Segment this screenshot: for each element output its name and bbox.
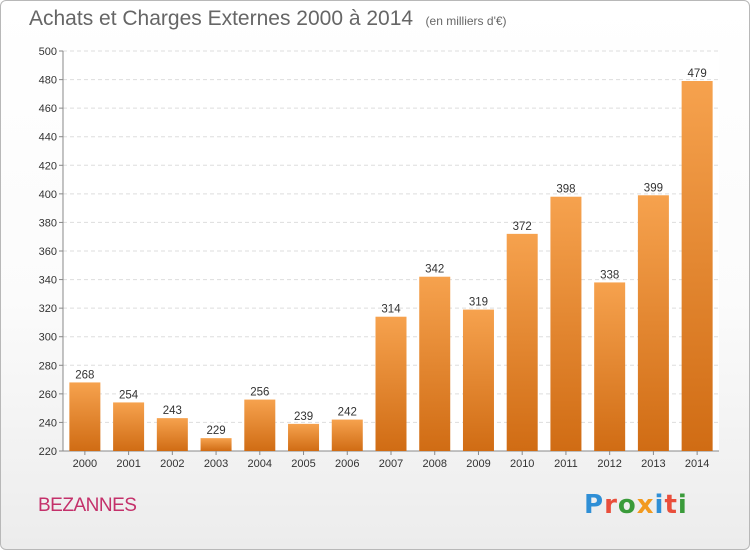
- bar: [331, 419, 363, 451]
- x-tick-label: 2005: [291, 458, 315, 470]
- y-tick-label: 420: [39, 160, 57, 172]
- data-label: 239: [294, 411, 313, 423]
- y-tick-label: 220: [39, 446, 57, 458]
- logo-letter: r: [604, 490, 618, 520]
- chart-subtitle: (en milliers d'€): [425, 14, 507, 28]
- logo-letter: t: [664, 490, 678, 520]
- data-label: 342: [425, 264, 444, 276]
- x-tick-label: 2010: [510, 458, 534, 470]
- x-tick-label: 2009: [466, 458, 490, 470]
- x-tick-label: 2006: [335, 458, 359, 470]
- x-tick-label: 2003: [204, 458, 228, 470]
- y-tick-label: 260: [39, 389, 57, 401]
- y-tick-label: 460: [39, 103, 57, 115]
- y-tick-label: 320: [39, 303, 57, 315]
- title-row: Achats et Charges Externes 2000 à 2014 (…: [29, 7, 507, 31]
- bar: [550, 196, 582, 451]
- y-tick-label: 280: [39, 360, 57, 372]
- data-label: 243: [163, 405, 182, 417]
- chart-title: Achats et Charges Externes 2000 à 2014: [29, 7, 414, 30]
- x-tick-label: 2012: [597, 458, 621, 470]
- x-tick-label: 2013: [641, 458, 665, 470]
- data-label: 268: [75, 369, 94, 381]
- bar: [200, 438, 232, 451]
- data-label: 314: [381, 304, 401, 316]
- y-tick-label: 440: [39, 132, 57, 144]
- proxiti-logo: Proxiti: [584, 490, 688, 520]
- x-tick-label: 2000: [73, 458, 97, 470]
- bar: [288, 423, 320, 451]
- data-label: 256: [250, 387, 269, 399]
- data-label: 254: [119, 389, 139, 401]
- logo-letter: o: [617, 490, 637, 520]
- bar: [69, 382, 101, 451]
- y-tick-label: 300: [39, 332, 57, 344]
- bar: [594, 282, 626, 451]
- y-tick-label: 400: [39, 189, 57, 201]
- data-label: 372: [513, 221, 532, 233]
- logo-letter: x: [636, 490, 655, 520]
- y-tick-label: 360: [39, 246, 57, 258]
- x-tick-label: 2002: [160, 458, 184, 470]
- x-tick-label: 2011: [554, 458, 578, 470]
- data-label: 242: [338, 407, 357, 419]
- x-tick-label: 2004: [248, 458, 272, 470]
- data-label: 319: [469, 297, 488, 309]
- bar: [637, 195, 669, 451]
- logo-letter: P: [584, 490, 605, 520]
- commune-name: BEZANNES: [38, 495, 137, 516]
- data-label: 398: [556, 184, 575, 196]
- x-tick-label: 2007: [379, 458, 403, 470]
- logo-letter: i: [654, 490, 665, 520]
- bar: [156, 418, 188, 451]
- data-label: 399: [644, 182, 663, 194]
- y-tick-label: 340: [39, 275, 57, 287]
- x-tick-label: 2001: [116, 458, 140, 470]
- bar: [113, 402, 145, 451]
- logo-letter: i: [677, 490, 688, 520]
- data-label: 229: [206, 425, 225, 437]
- x-tick-label: 2014: [685, 458, 709, 470]
- bar: [681, 81, 713, 451]
- bar: [506, 233, 538, 451]
- bar: [244, 399, 276, 451]
- x-tick-label: 2008: [422, 458, 446, 470]
- y-tick-label: 380: [39, 217, 57, 229]
- bar: [419, 276, 451, 451]
- y-tick-label: 480: [39, 75, 57, 87]
- bar: [375, 316, 407, 451]
- bar: [462, 309, 494, 451]
- y-tick-label: 500: [39, 46, 57, 58]
- y-tick-label: 240: [39, 417, 57, 429]
- data-label: 338: [600, 269, 619, 281]
- data-label: 479: [688, 68, 707, 80]
